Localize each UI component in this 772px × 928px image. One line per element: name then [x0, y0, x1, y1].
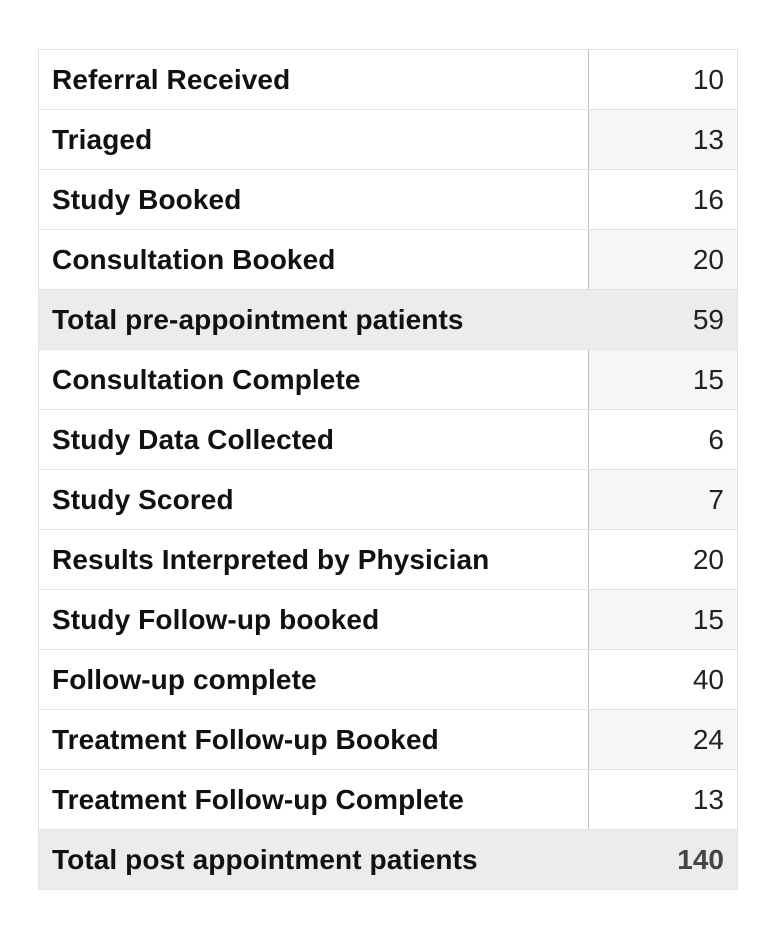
table-row-study-data-collected: Study Data Collected 6 — [39, 409, 737, 469]
row-count: 16 — [692, 183, 724, 215]
table-row-results-interpreted: Results Interpreted by Physician 20 — [39, 529, 737, 589]
table-row-treatment-follow-up-booked: Treatment Follow-up Booked 24 — [39, 709, 737, 769]
row-label: Consultation Booked — [39, 230, 589, 289]
table-row-study-scored: Study Scored 7 — [39, 469, 737, 529]
row-label: Treatment Follow-up Complete — [39, 770, 589, 829]
table-row-consultation-complete: Consultation Complete 15 — [39, 349, 737, 409]
row-count: 40 — [692, 663, 724, 695]
table-row-consultation-booked: Consultation Booked 20 — [39, 229, 737, 289]
row-label: Consultation Complete — [39, 350, 589, 409]
row-label: Triaged — [39, 110, 589, 169]
total-label: Total pre-appointment patients — [52, 303, 464, 335]
table-row-referral-received: Referral Received 10 — [39, 50, 737, 109]
row-count: 20 — [589, 230, 737, 289]
row-count: 15 — [589, 590, 737, 649]
row-count: 13 — [589, 110, 737, 169]
total-label: Total post appointment patients — [52, 843, 478, 875]
table-row-total-post-appointment: Total post appointment patients 140 — [39, 829, 737, 889]
table-row-study-booked: Study Booked 16 — [39, 169, 737, 229]
row-label: Referral Received — [39, 50, 589, 109]
row-count: 20 — [692, 543, 724, 575]
row-label: Results Interpreted by Physician — [39, 530, 589, 589]
row-count: 10 — [692, 63, 724, 95]
table-row-follow-up-complete: Follow-up complete 40 — [39, 649, 737, 709]
row-count: 6 — [708, 423, 724, 455]
table-row-total-pre-appointment: Total pre-appointment patients 59 — [39, 289, 737, 349]
table-row-study-follow-up-booked: Study Follow-up booked 15 — [39, 589, 737, 649]
patient-status-table: Referral Received 10 Triaged 13 Study Bo… — [38, 49, 738, 890]
row-label: Treatment Follow-up Booked — [39, 710, 589, 769]
row-count: 15 — [589, 350, 737, 409]
total-count: 140 — [589, 830, 737, 889]
row-label: Study Booked — [39, 170, 589, 229]
row-count: 7 — [589, 470, 737, 529]
total-count: 59 — [589, 290, 737, 349]
row-label: Follow-up complete — [39, 650, 589, 709]
row-label: Study Scored — [39, 470, 589, 529]
row-label: Study Data Collected — [39, 410, 589, 469]
table-row-treatment-follow-up-complete: Treatment Follow-up Complete 13 — [39, 769, 737, 829]
row-count: 24 — [589, 710, 737, 769]
row-label: Study Follow-up booked — [39, 590, 589, 649]
row-count: 13 — [692, 783, 724, 815]
table-row-triaged: Triaged 13 — [39, 109, 737, 169]
